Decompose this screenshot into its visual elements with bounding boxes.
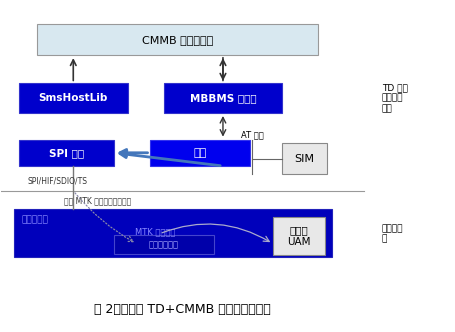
Text: 思亚诺芯片: 思亚诺芯片 [21, 215, 48, 224]
Text: SPI/HIF/SDIO/TS: SPI/HIF/SDIO/TS [28, 176, 88, 185]
Text: 图 2：思亚诺 TD+CMMB 软件方案架构。: 图 2：思亚诺 TD+CMMB 软件方案架构。 [94, 303, 271, 316]
FancyBboxPatch shape [164, 83, 282, 113]
Text: TD 基带
或应用处
理器: TD 基带 或应用处 理器 [382, 83, 408, 113]
FancyBboxPatch shape [19, 139, 114, 166]
Text: SPI 驱动: SPI 驱动 [49, 148, 84, 158]
FancyBboxPatch shape [114, 235, 214, 254]
Text: MBBMS 协议栈: MBBMS 协议栈 [190, 93, 256, 103]
Text: 通信模块接口: 通信模块接口 [149, 240, 179, 249]
Text: SmsHostLib: SmsHostLib [39, 93, 108, 103]
Text: CMMB 清流播放器: CMMB 清流播放器 [142, 35, 213, 44]
FancyBboxPatch shape [273, 217, 325, 255]
Text: 驱动: 驱动 [194, 148, 207, 158]
Text: 中移动
UAM: 中移动 UAM [287, 225, 311, 247]
FancyBboxPatch shape [14, 209, 332, 257]
Text: 思亚诺芯
片: 思亚诺芯 片 [382, 224, 403, 243]
FancyBboxPatch shape [282, 143, 327, 174]
FancyBboxPatch shape [151, 139, 250, 166]
Text: AT 命令: AT 命令 [241, 130, 264, 139]
Text: SIM: SIM [295, 154, 314, 164]
FancyBboxPatch shape [19, 83, 128, 113]
FancyBboxPatch shape [37, 24, 318, 55]
Text: MTK 驱动适配: MTK 驱动适配 [135, 227, 175, 236]
Text: 除了 MTK 密钥响应外的消息: 除了 MTK 密钥响应外的消息 [64, 196, 131, 205]
